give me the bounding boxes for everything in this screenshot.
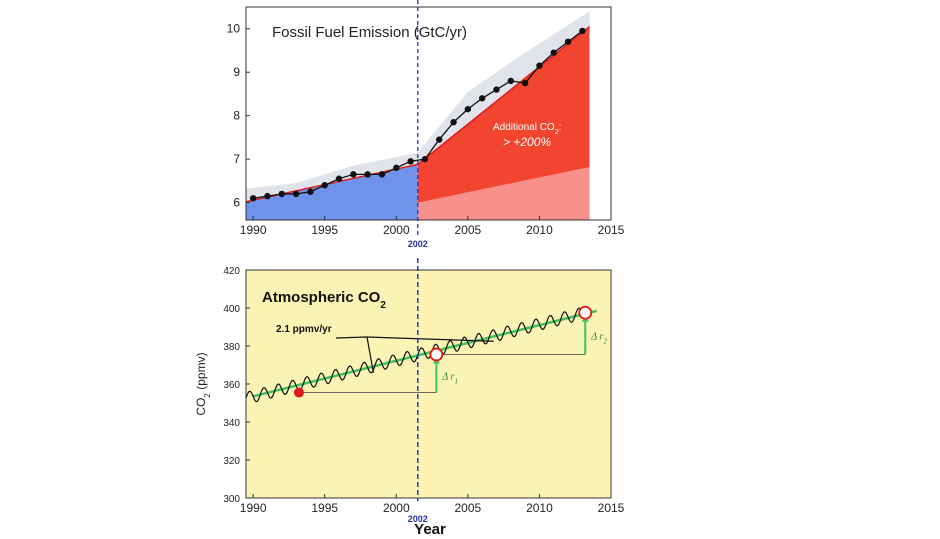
emission-data-point	[478, 95, 486, 102]
emission-x-tick-label: 2010	[526, 223, 553, 237]
emission-data-point	[364, 171, 371, 178]
emission-data-point	[292, 190, 300, 198]
emission-x-tick-label: 2005	[455, 223, 482, 237]
emission-data-point	[321, 182, 328, 189]
emission-data-point	[407, 158, 414, 165]
emission-area-before-2002	[246, 164, 418, 220]
emission-y-tick-label: 10	[227, 22, 241, 36]
co2-x-tick-label: 2010	[526, 501, 553, 515]
emission-data-point	[536, 62, 543, 69]
co2-delta-label: Δ r2	[590, 332, 607, 346]
co2-x-tick-label: 2000	[383, 501, 410, 515]
co2-annotation-pointer	[335, 336, 368, 339]
co2-x-axis-label: Year	[414, 521, 446, 538]
emission-area-baseline	[417, 166, 590, 220]
emission-x-tick-label: 2015	[598, 223, 625, 237]
emission-data-point	[249, 195, 257, 202]
emission-data-point	[393, 164, 400, 172]
emission-y-tick-label: 8	[233, 109, 240, 123]
emission-axes-frame	[245, 6, 612, 221]
co2-y-tick-label: 320	[223, 456, 240, 467]
co2-rate-annotation: 2.1 ppmv/yr	[276, 324, 332, 335]
co2-y-axis-label: CO2 (ppmv)	[194, 352, 212, 415]
emission-annotation-line1: Additional CO2:	[493, 122, 561, 136]
emission-data-point	[378, 171, 386, 178]
emission-data-point	[307, 188, 314, 195]
co2-x-tick-label: 2015	[598, 501, 625, 515]
co2-delta-label: Δ r1	[441, 372, 458, 386]
co2-y-tick-label: 360	[223, 380, 240, 391]
emission-x-tick-label: 2000	[383, 223, 410, 237]
emission-data-point	[335, 175, 343, 182]
emission-data-point	[521, 79, 529, 87]
emission-2002-marker-label: 2002	[408, 239, 428, 249]
emission-y-tick-label: 7	[233, 152, 240, 166]
emission-data-point	[436, 136, 443, 143]
emission-data-point	[421, 155, 429, 163]
co2-y-tick-label: 340	[223, 418, 240, 429]
co2-x-tick-label: 1990	[240, 501, 267, 515]
emission-data-point	[550, 49, 557, 56]
co2-start-point	[293, 387, 304, 398]
emission-data-point	[450, 118, 457, 126]
emission-trend-after	[417, 25, 590, 165]
co2-y-tick-label: 300	[223, 494, 240, 505]
emission-data-point	[264, 192, 271, 200]
co2-y-tick-label: 420	[223, 266, 240, 277]
co2-2002-marker-label: 2002	[408, 514, 428, 524]
emission-data-point	[464, 105, 472, 113]
co2-annotation-pointer	[366, 336, 494, 342]
co2-y-tick-label: 380	[223, 342, 240, 353]
co2-annotation-pointer	[366, 336, 374, 373]
emission-chart: 1990 1995 2000 2005 2010 2015 6 7 8 9 10 2002 Fossil…	[227, 0, 625, 249]
emission-x-tick-label: 1995	[311, 223, 338, 237]
emission-data-point	[564, 38, 572, 45]
co2-open-point	[578, 305, 593, 320]
co2-y-tick-label: 400	[223, 304, 240, 315]
co2-x-tick-label: 2005	[455, 501, 482, 515]
co2-x-tick-label: 1995	[311, 501, 338, 515]
emission-annotation-line2: > +200%	[503, 135, 551, 149]
emission-data-point	[507, 77, 515, 85]
emission-data-point	[493, 86, 500, 93]
emission-chart-title: Fossil Fuel Emission (GtC/yr)	[272, 24, 467, 41]
emission-data-point	[350, 171, 357, 178]
emission-data-point	[278, 190, 285, 198]
emission-y-tick-label: 6	[233, 196, 240, 210]
co2-chart-title: Atmospheric CO2	[262, 289, 386, 311]
co2-open-point	[429, 347, 444, 362]
emission-data-point	[579, 27, 586, 35]
emission-y-tick-label: 9	[233, 65, 240, 79]
emission-x-tick-label: 1990	[240, 223, 267, 237]
co2-chart: Δ r1 Δ r2 2.1 ppmv/yr 1990 1995 2000 2005 2010 2…	[194, 258, 625, 538]
emission-area-after-2002	[417, 26, 590, 221]
